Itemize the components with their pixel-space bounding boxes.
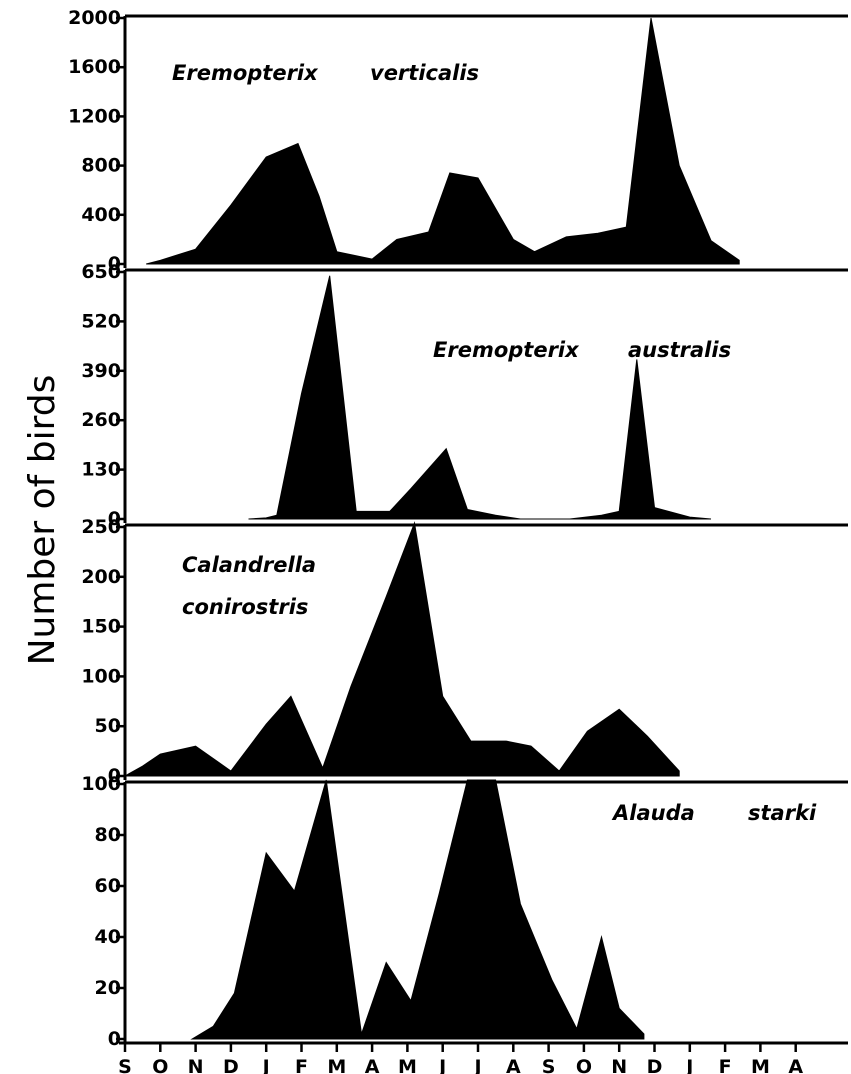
species-title-2-0: Calandrella xyxy=(182,553,316,577)
y-tick-label-1-4: 520 xyxy=(81,310,121,332)
y-tick-label-2-4: 200 xyxy=(81,566,121,588)
y-tick-label-2-3: 150 xyxy=(81,616,121,638)
x-tick-label-7: A xyxy=(365,1056,380,1074)
y-tick-label-0-4: 1600 xyxy=(68,56,121,78)
x-tick-label-9: J xyxy=(437,1056,446,1074)
y-tick-label-1-1: 130 xyxy=(81,459,121,481)
x-tick-label-15: D xyxy=(647,1056,663,1074)
y-tick-label-2-5: 250 xyxy=(81,516,121,538)
x-tick-label-11: A xyxy=(506,1056,521,1074)
x-tick-label-17: F xyxy=(719,1056,732,1074)
y-tick-label-0-5: 2000 xyxy=(68,7,121,29)
x-tick-label-19: A xyxy=(788,1056,803,1074)
y-tick-label-0-2: 800 xyxy=(81,155,121,177)
species-title-1-0: Eremopterix xyxy=(433,338,580,362)
panel-3: 0 20 40 60 80 100 Alauda starki xyxy=(81,773,848,1050)
species-title-3-0: Alauda xyxy=(611,801,695,825)
x-tick-label-13: O xyxy=(576,1056,592,1074)
y-tick-label-0-3: 1200 xyxy=(68,105,121,127)
x-tick-label-14: N xyxy=(611,1056,627,1074)
x-tick-label-4: J xyxy=(261,1056,270,1074)
species-title-2-1: conirostris xyxy=(182,595,308,619)
x-tick-label-10: J xyxy=(472,1056,481,1074)
y-tick-label-1-3: 390 xyxy=(81,360,121,382)
x-tick-label-12: S xyxy=(542,1056,556,1074)
y-tick-label-3-2: 40 xyxy=(95,926,121,948)
y-axis-label: Number of birds xyxy=(22,375,63,666)
x-tick-label-3: D xyxy=(223,1056,239,1074)
species-title-1-1: australis xyxy=(628,338,731,362)
y-tick-label-1-5: 650 xyxy=(81,261,121,283)
area-series-3 xyxy=(192,780,644,1039)
x-tick-label-5: F xyxy=(295,1056,308,1074)
y-tick-label-3-1: 20 xyxy=(95,977,121,999)
x-tick-label-6: M xyxy=(327,1056,346,1074)
y-tick-label-3-5: 100 xyxy=(81,773,121,795)
y-tick-label-2-2: 100 xyxy=(81,665,121,687)
species-title-0-1: verticalis xyxy=(370,61,479,85)
species-title-0-0: Eremopterix xyxy=(172,61,319,85)
y-tick-label-3-0: 0 xyxy=(108,1028,121,1050)
y-tick-label-3-4: 80 xyxy=(95,824,121,846)
x-tick-label-0: S xyxy=(118,1056,132,1074)
y-tick-label-1-2: 260 xyxy=(81,409,121,431)
x-tick-label-18: M xyxy=(751,1056,770,1074)
y-tick-label-0-1: 400 xyxy=(81,204,121,226)
x-tick-label-2: N xyxy=(188,1056,204,1074)
x-tick-label-16: J xyxy=(684,1056,693,1074)
y-tick-label-2-1: 50 xyxy=(95,715,121,737)
x-tick-label-1: O xyxy=(152,1056,168,1074)
panels-group: 0 400 800 1200 1600 2000 Eremopterix verticalis… xyxy=(68,7,848,1050)
y-tick-label-3-3: 60 xyxy=(95,875,121,897)
x-tick-label-8: M xyxy=(398,1056,417,1074)
area-series-1 xyxy=(249,276,712,519)
area-series-0 xyxy=(146,18,739,264)
species-title-3-1: starki xyxy=(748,801,817,825)
